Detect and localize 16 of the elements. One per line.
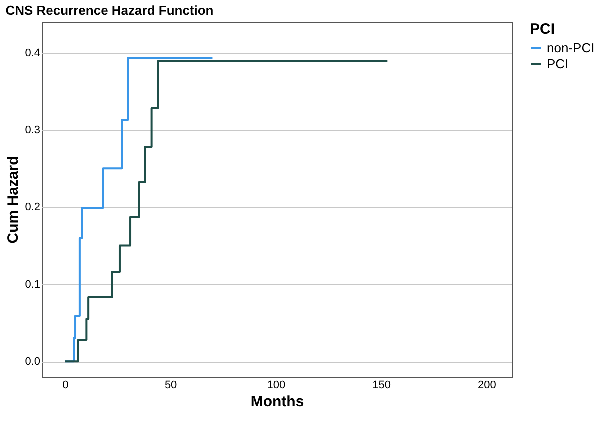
y-tick-label: 0.2 bbox=[25, 202, 40, 214]
x-tick-label: 50 bbox=[164, 380, 178, 392]
x-tick-label: 0 bbox=[62, 380, 69, 392]
y-axis-title: Cum Hazard bbox=[5, 156, 22, 244]
legend-label: PCI bbox=[547, 56, 569, 72]
y-tick-label: 0.0 bbox=[25, 356, 40, 368]
y-tick-label: 0.3 bbox=[25, 124, 40, 137]
x-tick-label: 200 bbox=[478, 380, 496, 392]
x-tick-label: 100 bbox=[267, 380, 286, 392]
y-tick-label: 0.1 bbox=[25, 278, 40, 291]
legend-title: PCI bbox=[530, 21, 556, 38]
y-tick-label: 0.4 bbox=[25, 47, 40, 60]
x-tick-label: 150 bbox=[372, 380, 392, 392]
chart-title: CNS Recurrence Hazard Function bbox=[6, 3, 214, 18]
legend-label: non-PCI bbox=[547, 40, 595, 56]
x-axis-title: Months bbox=[250, 394, 304, 410]
